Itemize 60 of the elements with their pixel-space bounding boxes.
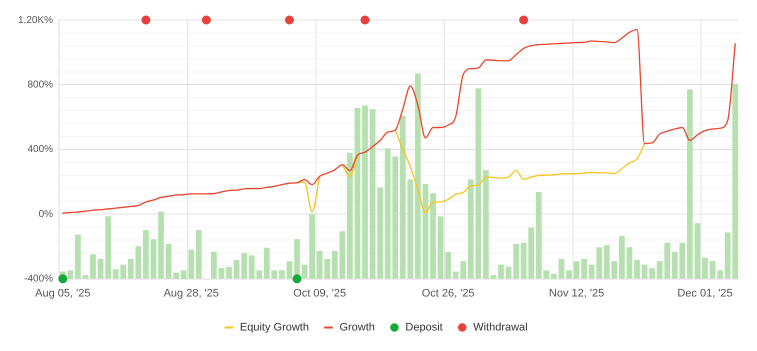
bar <box>543 270 550 279</box>
bar <box>445 252 451 279</box>
bar <box>400 116 406 279</box>
legend-label: Withdrawal <box>473 322 528 334</box>
bar <box>248 255 255 279</box>
bar <box>724 232 731 279</box>
bar <box>135 246 142 279</box>
bar <box>188 250 194 279</box>
bar <box>679 242 686 279</box>
legend-label: Deposit <box>405 322 443 334</box>
bar <box>241 253 247 279</box>
line-series <box>62 28 736 214</box>
bar <box>520 242 527 279</box>
y-tick-label: -400% <box>24 274 54 285</box>
legend-label: Growth <box>339 322 375 334</box>
x-tick-label: Oct 26, '25 <box>422 287 475 300</box>
bar <box>611 261 618 279</box>
x-tick-label: Aug 28, '25 <box>164 287 219 300</box>
x-tick-label: Aug 05, '25 <box>35 287 90 300</box>
bar <box>180 270 187 279</box>
x-tick-label: Dec 01, '25 <box>677 287 733 300</box>
bar <box>672 252 678 279</box>
bar <box>128 258 134 279</box>
bar <box>392 156 398 279</box>
bar <box>67 270 74 279</box>
bar <box>264 248 270 279</box>
bar <box>256 270 262 279</box>
legend-label: Equity Growth <box>240 322 309 334</box>
bar <box>452 272 459 279</box>
bar <box>339 231 346 279</box>
bar <box>309 214 315 279</box>
bar <box>112 269 119 279</box>
bar <box>664 242 670 279</box>
bar <box>105 216 112 279</box>
bar <box>407 179 414 279</box>
bar <box>656 261 663 279</box>
bar <box>588 264 595 279</box>
x-tick-label: Nov 12, '25 <box>548 287 604 300</box>
y-tick-label: 1.20K% <box>18 14 54 26</box>
bar <box>384 148 391 279</box>
bar <box>468 179 474 279</box>
bar <box>120 264 126 279</box>
bar <box>173 272 180 279</box>
y-tick-label: 400% <box>27 144 54 156</box>
bar <box>332 250 338 279</box>
bar <box>377 187 383 279</box>
bar <box>732 84 738 279</box>
bar <box>196 230 202 279</box>
bar <box>475 88 482 279</box>
bar <box>324 258 330 279</box>
bar <box>271 270 278 279</box>
y-tick-label: 800% <box>27 79 54 90</box>
x-tick-label: Oct 09, '25 <box>293 287 346 300</box>
bar <box>316 250 323 279</box>
bar <box>528 228 534 279</box>
bar <box>604 244 610 279</box>
y-tick-label: 0% <box>38 208 54 220</box>
bar <box>460 261 466 279</box>
bar <box>596 247 602 279</box>
bar <box>536 192 542 279</box>
